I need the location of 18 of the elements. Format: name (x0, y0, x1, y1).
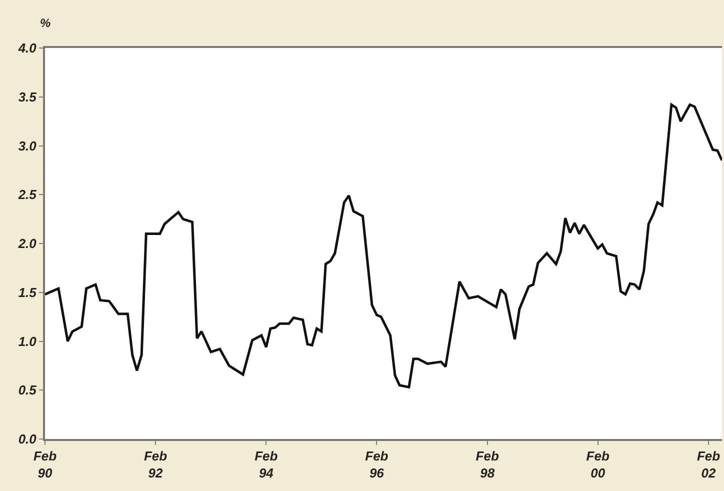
x-tick-label: Feb 94 (254, 448, 278, 480)
x-tick-label: Feb 90 (33, 448, 57, 480)
y-tick-label: 3.5 (18, 89, 38, 104)
y-tick-label: 1.0 (18, 334, 38, 349)
x-tick-label: Feb 96 (365, 448, 388, 480)
y-tick-label: 3.0 (18, 138, 38, 154)
y-tick-label: 2.5 (17, 187, 38, 202)
x-tick-label: Feb 98 (476, 448, 499, 480)
line-series (45, 103, 722, 388)
y-tick-label: 0.5 (18, 382, 38, 398)
x-tick-label: Feb 92 (144, 448, 168, 480)
y-tick-label: 1.5 (18, 284, 38, 300)
x-tick-label: Feb 02 (696, 448, 720, 480)
y-tick-label: 0.0 (18, 432, 38, 447)
x-tick-label: Feb 00 (586, 448, 610, 480)
y-tick-label: 2.0 (17, 236, 38, 252)
y-tick-label: 4.0 (17, 40, 38, 56)
y-axis-title: % (40, 16, 51, 30)
